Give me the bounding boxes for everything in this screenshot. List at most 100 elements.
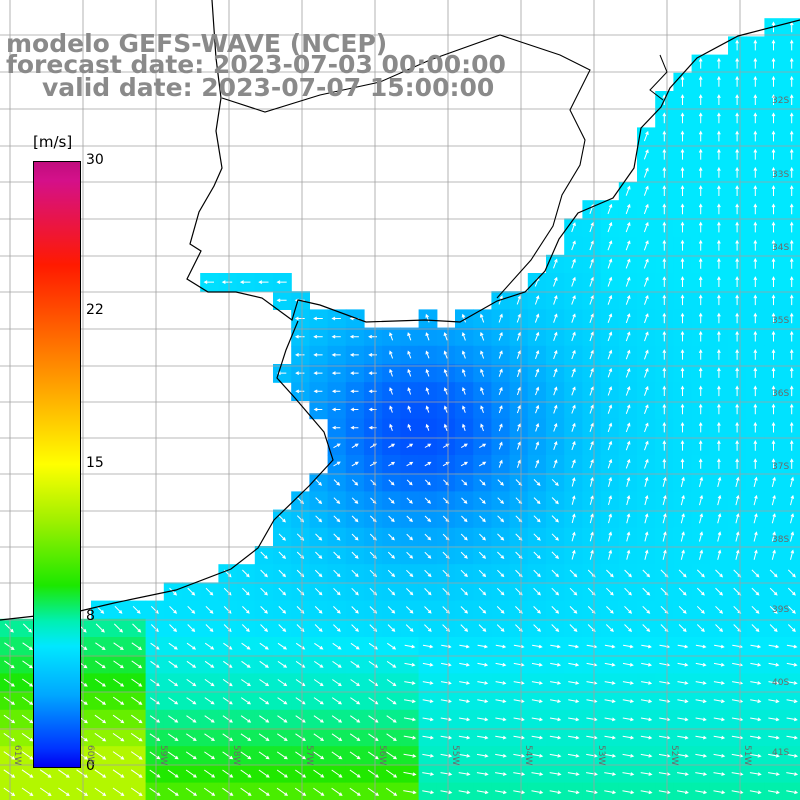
wind-arrow (571, 422, 576, 432)
wind-arrow (677, 753, 689, 758)
wind-arrow (717, 294, 721, 306)
wind-arrow (604, 681, 616, 685)
wind-arrow (640, 717, 653, 722)
wind-arrow (551, 569, 560, 578)
wind-arrow (786, 772, 799, 776)
wind-arrow (606, 606, 614, 614)
wind-arrow (586, 644, 598, 649)
wind-arrow (643, 276, 649, 287)
wind-arrow (789, 312, 794, 324)
wind-arrow (131, 678, 143, 687)
wind-arrow (443, 387, 448, 395)
wind-arrow (643, 149, 649, 160)
wind-arrow (132, 623, 142, 633)
wind-arrow (607, 276, 613, 287)
wind-arrow (678, 569, 687, 578)
wind-arrow (39, 769, 52, 778)
wind-arrow (551, 497, 559, 505)
wind-arrow (677, 662, 689, 667)
wind-arrow (422, 717, 434, 722)
wind-arrow (204, 660, 215, 668)
wind-arrow (516, 423, 521, 432)
wind-arrow (331, 407, 341, 412)
wind-arrow (717, 421, 721, 433)
wind-arrow (753, 476, 758, 488)
wind-arrow (516, 313, 522, 323)
wind-arrow (717, 549, 722, 560)
wind-arrow (771, 513, 776, 524)
wind-arrow (608, 495, 613, 506)
colorbar-tick-0: 0 (86, 758, 95, 774)
wind-arrow (260, 551, 268, 560)
wind-arrow (258, 280, 269, 284)
wind-arrow (735, 39, 739, 51)
longitude-label: 52W (669, 745, 679, 766)
wind-arrow (717, 239, 721, 251)
wind-arrow (130, 751, 143, 760)
wind-arrow (277, 679, 288, 687)
wind-arrow (533, 497, 541, 505)
wind-arrow (222, 769, 234, 778)
wind-arrow (698, 239, 703, 251)
wind-arrow (187, 605, 196, 614)
wind-arrow (680, 203, 685, 215)
wind-arrow (698, 130, 703, 142)
wind-arrow (662, 166, 667, 178)
wind-arrow (625, 404, 631, 414)
wind-arrow (571, 258, 576, 269)
wind-arrow (789, 367, 794, 378)
wind-arrow (460, 606, 469, 614)
wind-arrow (495, 772, 507, 776)
wind-arrow (753, 148, 758, 160)
wind-arrow (750, 699, 762, 704)
wind-arrow (277, 642, 288, 650)
wind-arrow (717, 276, 721, 287)
wind-arrow (786, 735, 798, 740)
wind-arrow (625, 203, 631, 215)
wind-arrow (662, 495, 667, 506)
wind-arrow (551, 587, 560, 596)
wind-arrow (662, 531, 667, 542)
wind-arrow (589, 513, 594, 524)
wind-arrow (640, 790, 653, 795)
wind-arrow (753, 57, 758, 69)
wind-arrow (662, 349, 667, 360)
wind-arrow (789, 257, 794, 269)
wind-arrow (549, 772, 562, 776)
wind-arrow (768, 772, 780, 776)
wind-arrow (132, 605, 141, 614)
wind-arrow (276, 280, 287, 284)
wind-arrow (131, 714, 143, 724)
wind-arrow-field (3, 21, 799, 796)
wind-arrow (771, 221, 776, 233)
wind-arrow (333, 515, 341, 523)
wind-arrow (351, 587, 359, 596)
wind-arrow (531, 772, 544, 776)
wind-arrow (479, 515, 486, 523)
wind-arrow (388, 479, 395, 486)
wind-arrow (625, 258, 631, 269)
wind-arrow (644, 458, 649, 469)
wind-arrow (735, 166, 739, 178)
wind-arrow (698, 458, 703, 469)
wind-arrow (551, 515, 559, 523)
wind-arrow (459, 662, 470, 667)
wind-arrow (771, 39, 776, 51)
wind-arrow (589, 386, 594, 396)
wind-arrow (713, 717, 725, 722)
wind-arrow (495, 644, 507, 649)
wind-arrow (386, 679, 397, 687)
wind-arrow (640, 753, 653, 758)
wind-arrow (695, 644, 707, 649)
wind-arrow (258, 787, 270, 796)
wind-arrow (553, 349, 558, 360)
wind-arrow (422, 772, 435, 776)
wind-arrow (695, 735, 707, 740)
wind-arrow (604, 699, 616, 703)
wind-arrow (658, 753, 671, 758)
wind-arrow (786, 790, 799, 795)
wind-arrow (458, 735, 471, 740)
wind-arrow (699, 531, 704, 542)
wind-arrow (643, 240, 649, 251)
wind-arrow (571, 386, 576, 396)
